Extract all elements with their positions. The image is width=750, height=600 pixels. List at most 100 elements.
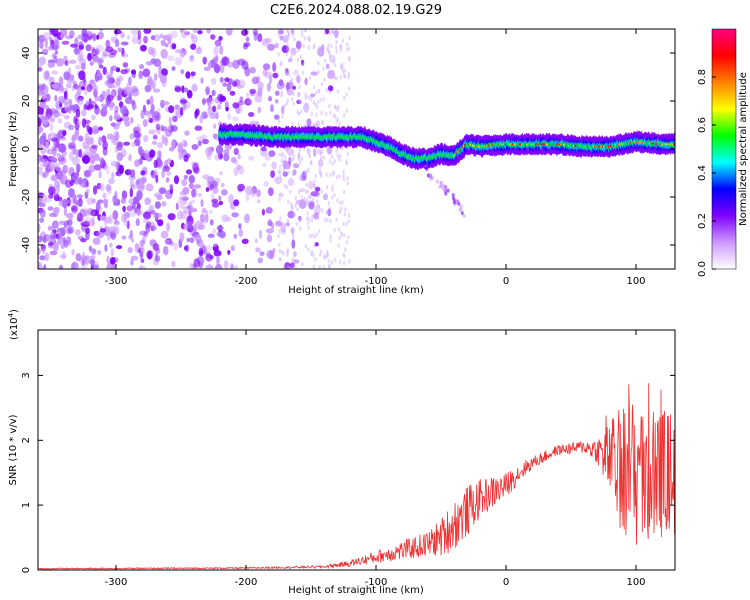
spectrogram-noise-cell [221, 56, 230, 66]
spectrogram-noise-cell [54, 50, 59, 55]
spectrogram-noise-cell [116, 152, 124, 162]
spectrogram-noise-cell [212, 228, 216, 234]
spectrogram-noise-cell [294, 266, 298, 269]
snr-y-multiplier: (x104) [7, 309, 20, 340]
spectrogram-noise-cell [237, 58, 246, 66]
spectrogram-noise-cell [295, 76, 298, 81]
spectrogram-noise-cell [166, 171, 172, 176]
spectrogram-noise-cell [233, 167, 239, 177]
spectrogram-noise-cell [257, 33, 263, 42]
spectrogram-noise-cell [179, 203, 185, 210]
spectrogram-noise-cell [319, 151, 323, 156]
spectrogram-noise-cell [258, 229, 263, 239]
spectrogram-noise-cell [77, 34, 86, 40]
spectrogram-noise-cell [136, 210, 144, 216]
snr-xtick-label: 100 [626, 577, 645, 588]
spectrogram-noise-cell [148, 204, 155, 214]
spectrogram-noise-cell [139, 264, 143, 269]
spectrogram-noise-cell [142, 217, 148, 224]
spectrogram-noise-cell [128, 153, 132, 162]
spectrogram-noise-cell [51, 83, 58, 89]
spectrogram-noise-cell [130, 184, 138, 189]
spectrogram-noise-cell [300, 32, 304, 38]
spectrogram-noise-cell [307, 45, 311, 50]
spectrogram-noise-cell [264, 154, 272, 161]
spectrogram-noise-cell [459, 207, 463, 212]
spectrogram-noise-cell [268, 150, 276, 158]
spectrogram-noise-cell [68, 59, 77, 64]
spectrogram-noise-cell [323, 255, 326, 260]
spectrogram-noise-cell [290, 77, 294, 82]
spectrogram-noise-cell [96, 182, 102, 190]
spectrogram-noise-cell [41, 94, 47, 100]
spectrogram-noise-cell [52, 44, 59, 51]
spectrogram-noise-cell [226, 61, 235, 68]
snr-ytick-label: 1 [21, 502, 32, 508]
spectrogram-noise-cell [179, 29, 184, 33]
spectrogram-noise-cell [263, 181, 269, 187]
spectrogram-noise-cell [152, 112, 159, 118]
spectrogram-noise-cell [129, 133, 135, 140]
spectrogram-noise-cell [198, 222, 204, 227]
spectrogram-noise-cell [323, 77, 326, 82]
spectrogram-noise-cell [97, 57, 104, 64]
spectrogram-noise-cell [327, 48, 330, 54]
spectrogram-noise-cell [269, 75, 273, 85]
spectrogram-noise-cell [345, 92, 348, 97]
spectrogram-noise-cell [331, 172, 335, 177]
spectrogram-noise-cell [197, 30, 203, 35]
spectrogram-noise-cell [233, 233, 238, 239]
spectrogram-noise-cell [191, 144, 199, 150]
spectrogram-noise-cell [310, 218, 313, 223]
spectrogram-noise-cell [323, 254, 326, 259]
spectrogram-noise-cell [139, 230, 148, 236]
spectrogram-noise-cell [226, 29, 233, 36]
spectrogram-noise-cell [174, 109, 178, 116]
spectrogram-noise-cell [345, 47, 349, 52]
spectrogram-noise-cell [339, 64, 343, 69]
spectrogram-noise-cell [305, 119, 309, 124]
spectrogram-noise-cell [288, 58, 293, 63]
spectrogram-noise-cell [345, 159, 348, 164]
spectrogram-noise-cell [276, 81, 285, 90]
spectrogram-noise-cell [152, 243, 160, 252]
spectrogram-noise-cell [145, 223, 151, 234]
spectrogram-noise-cell [316, 49, 320, 54]
spectrogram-noise-cell [179, 190, 188, 196]
spectrogram-noise-cell [317, 159, 324, 168]
spectrogram-noise-cell [38, 126, 44, 133]
spectrogram-noise-cell [223, 149, 230, 155]
spectrogram-noise-cell [101, 135, 107, 143]
spectrogram-noise-cell [268, 96, 273, 102]
spectrogram-noise-cell [42, 161, 48, 167]
spectrogram-noise-cell [238, 223, 242, 230]
spectrogram-noise-cell [301, 59, 305, 66]
spectrogram-noise-cell [188, 183, 194, 189]
spectrogram-noise-cell [127, 247, 133, 254]
spectrogram-noise-cell [82, 77, 87, 83]
spectrogram-noise-cell [112, 82, 121, 89]
spectrogram-noise-cell [54, 146, 60, 152]
spectrogram-noise-cell [154, 201, 161, 209]
spectrogram-noise-cell [38, 261, 43, 268]
spectrogram-noise-cell [75, 108, 81, 118]
spectrogram-noise-cell [294, 195, 297, 201]
spectrogram-noise-cell [99, 29, 103, 32]
spectrogram-noise-cell [320, 110, 323, 116]
spectrogram-noise-cell [286, 265, 290, 269]
spectrogram-noise-cell [150, 35, 156, 41]
spectrogram-noise-cell [56, 152, 61, 158]
spectrogram-noise-cell [205, 187, 210, 192]
spectrogram-noise-cell [219, 230, 226, 239]
spectrogram-noise-cell [143, 29, 152, 34]
spectrogram-noise-cell [314, 242, 319, 247]
spectrogram-noise-cell [317, 89, 320, 94]
spectrogram-noise-cell [186, 89, 193, 99]
spectrogram-noise-cell [189, 54, 194, 60]
spectrogram-noise-cell [85, 180, 90, 188]
spectrogram-noise-cell [285, 52, 289, 57]
spectrogram-noise-cell [286, 98, 289, 103]
spectrogram-noise-cell [226, 82, 232, 92]
spectrogram-noise-cell [89, 259, 96, 266]
spectrogram-noise-cell [154, 192, 162, 198]
